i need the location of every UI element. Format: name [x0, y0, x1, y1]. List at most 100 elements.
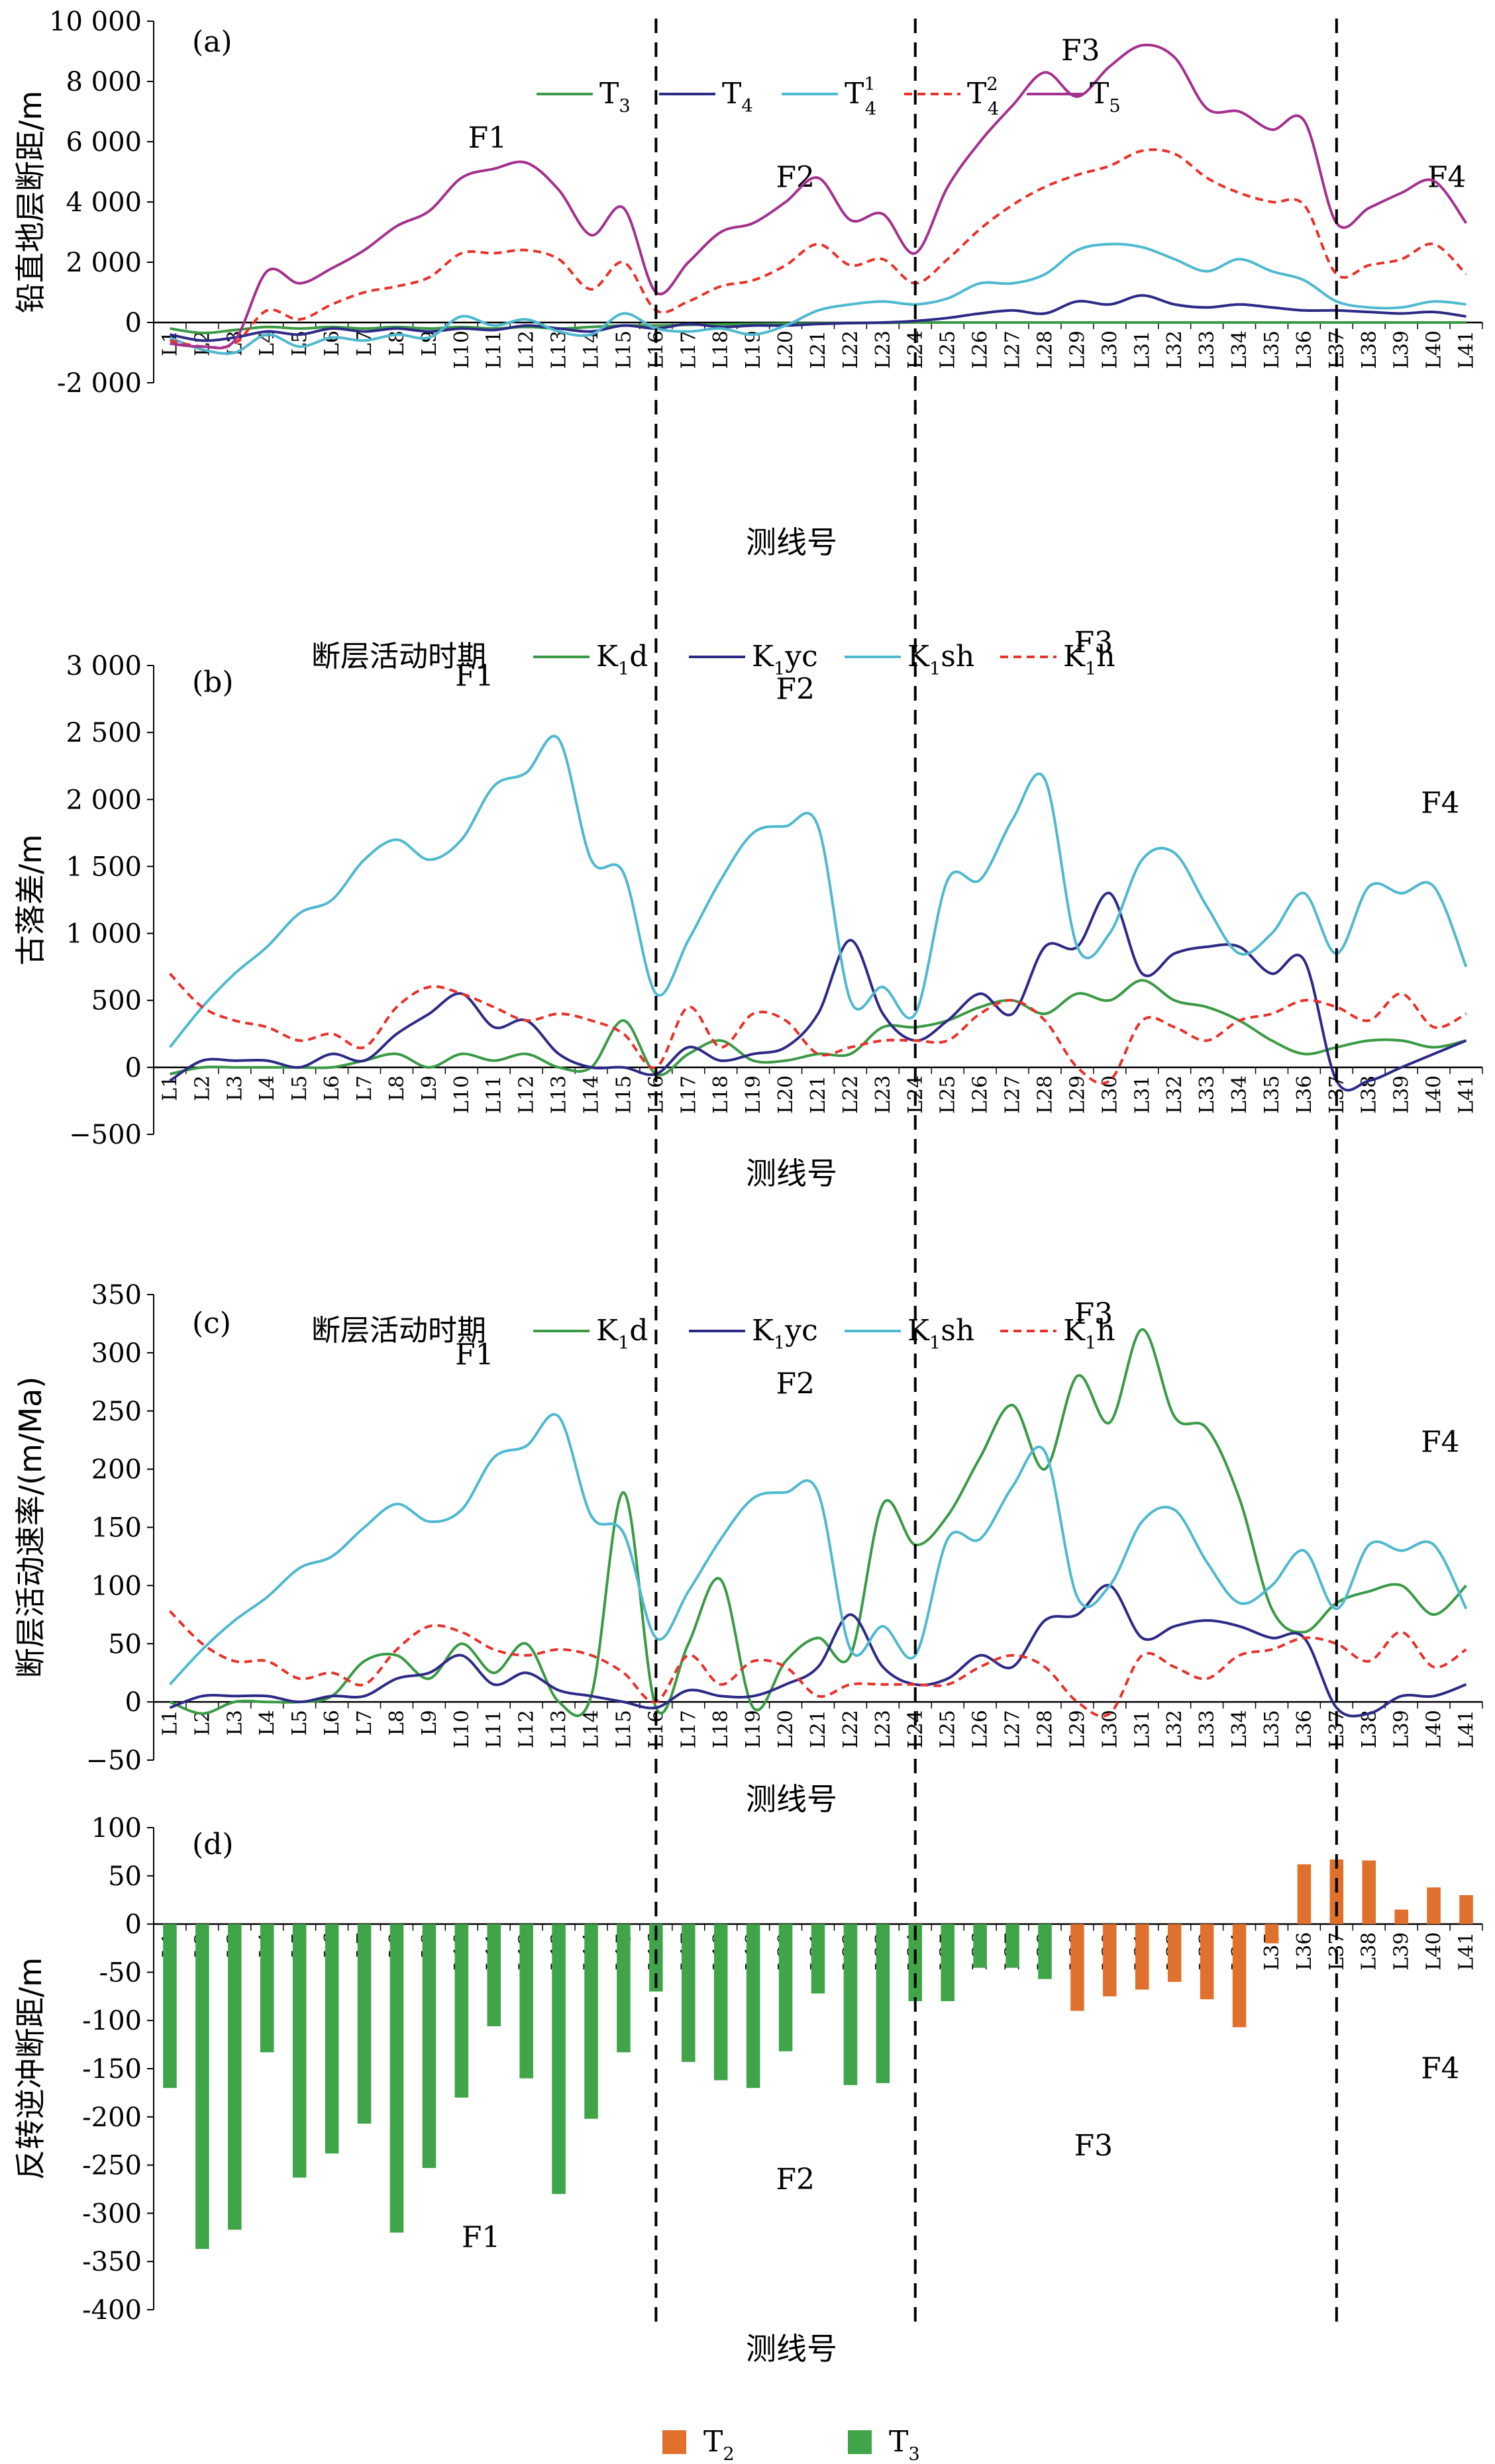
- x-tick-label: L5: [288, 1710, 311, 1736]
- legend-label-t3: T3: [889, 2425, 920, 2464]
- bar-t3-l25: [941, 1924, 954, 2002]
- x-tick-label: L31: [1131, 330, 1154, 369]
- x-tick-label: L33: [1196, 1075, 1219, 1114]
- x-tick-label: L30: [1098, 1075, 1121, 1114]
- y-tick-label: 150: [91, 1513, 142, 1544]
- fault-label-f3: F3: [1074, 1297, 1113, 1331]
- x-tick-label: L14: [580, 1075, 603, 1114]
- fault-label-f4: F4: [1421, 2052, 1460, 2086]
- y-tick-label: -350: [82, 2247, 142, 2277]
- x-tick-label: L12: [515, 1710, 539, 1748]
- y-tick-label: 3 000: [66, 651, 142, 681]
- y-tick-label: 250: [91, 1397, 142, 1427]
- y-tick-label: 1 000: [66, 919, 142, 950]
- bar-t3-l26: [973, 1924, 987, 1968]
- x-tick-label: L17: [677, 1075, 700, 1114]
- bar-t2-l33: [1200, 1924, 1214, 2000]
- x-tick-label: L11: [483, 330, 506, 369]
- x-axis-title: 测线号: [746, 1781, 837, 1817]
- y-tick-label: 2 500: [66, 718, 142, 748]
- legend-label-1: K1d: [596, 640, 648, 679]
- y-tick-label: -250: [82, 2151, 142, 2181]
- x-tick-label: L11: [483, 1075, 506, 1114]
- x-tick-label: L22: [839, 330, 862, 369]
- bar-t2-l30: [1103, 1924, 1117, 1996]
- x-tick-label: L36: [1293, 330, 1316, 369]
- fault-label-f2: F2: [776, 160, 815, 194]
- x-tick-label: L4: [256, 1710, 279, 1736]
- x-tick-label: L39: [1390, 1075, 1414, 1114]
- x-tick-label: L18: [709, 330, 733, 369]
- legend-swatch-t2: [662, 2430, 686, 2454]
- bar-t3-l22: [843, 1924, 858, 2085]
- x-tick-label: L26: [969, 1710, 992, 1748]
- y-tick-label: 100: [91, 1571, 142, 1601]
- bar-t2-l39: [1394, 1909, 1408, 1924]
- x-tick-label: L4: [256, 1075, 279, 1101]
- legend-label-3: K1sh: [907, 1314, 974, 1354]
- y-tick-label: -200: [82, 2102, 142, 2133]
- bar-t2-l29: [1070, 1924, 1084, 2011]
- y-axis-title: 反转逆冲断距/m: [13, 1957, 48, 2180]
- y-tick-label: -300: [82, 2198, 142, 2229]
- bar-t3-l20: [778, 1924, 793, 2051]
- legend-label-3: T1 4: [845, 74, 876, 119]
- fault-label-f1: F1: [468, 121, 507, 155]
- y-tick-label: -50: [99, 1957, 142, 1988]
- fault-label-f2: F2: [776, 2163, 815, 2196]
- bar-t2-l41: [1459, 1895, 1473, 1924]
- y-tick-label: −50: [86, 1746, 142, 1776]
- series-line-2: [170, 294, 1467, 342]
- panel-d-chart: 100500-50-100-150-200-250-300-350-400L1L…: [13, 1813, 1483, 2464]
- x-tick-label: L12: [515, 330, 539, 369]
- series-line-5: [170, 43, 1468, 350]
- fault-boundary-lines: [654, 19, 1338, 2328]
- x-tick-label: L31: [1131, 1710, 1154, 1748]
- bar-t3-l9: [422, 1924, 437, 2168]
- y-tick-label: 8 000: [66, 67, 142, 97]
- x-tick-label: L27: [1002, 1710, 1025, 1748]
- x-tick-label: L35: [1261, 1710, 1284, 1748]
- bar-t3-l23: [876, 1924, 890, 2083]
- x-tick-label: L21: [807, 1710, 830, 1748]
- series-line-3: [168, 734, 1468, 1048]
- x-tick-label: L31: [1131, 1075, 1154, 1114]
- legend-label-4: T2 4: [967, 74, 999, 119]
- x-tick-label: L20: [774, 330, 798, 369]
- x-tick-label: L9: [418, 1710, 441, 1736]
- fault-label-f1: F1: [455, 659, 494, 693]
- x-tick-label: L20: [774, 1075, 798, 1114]
- panel-tag: (d): [192, 1828, 234, 1861]
- y-tick-label: -400: [82, 2295, 142, 2326]
- fault-label-f2: F2: [776, 1367, 815, 1401]
- x-tick-label: L40: [1423, 330, 1446, 369]
- legend-title: 断层活动时期: [311, 640, 486, 673]
- series-line-3: [169, 1413, 1468, 1686]
- legend-swatch-t3: [848, 2430, 872, 2454]
- x-tick-label: L10: [450, 1075, 474, 1114]
- x-tick-label: L38: [1358, 1932, 1381, 1971]
- series-line-4: [169, 1610, 1467, 1718]
- x-tick-label: L10: [450, 330, 474, 369]
- x-tick-label: L3: [223, 1710, 246, 1736]
- x-tick-label: L5: [288, 1075, 311, 1101]
- x-tick-label: L19: [742, 1075, 765, 1114]
- x-tick-label: L8: [386, 1710, 409, 1736]
- x-tick-label: L26: [969, 1075, 992, 1114]
- series-line-4: [169, 972, 1467, 1085]
- x-tick-label: L12: [515, 1075, 539, 1114]
- bar-t3-l15: [617, 1924, 631, 2053]
- fault-label-f2: F2: [776, 673, 815, 707]
- x-tick-label: L13: [548, 1710, 571, 1748]
- legend-title: 断层活动时期: [311, 1314, 486, 1348]
- legend-label-4: K1h: [1063, 1314, 1115, 1354]
- fault-label-f4: F4: [1421, 787, 1460, 820]
- x-tick-label: L19: [742, 330, 765, 369]
- series-line-2: [169, 891, 1467, 1092]
- y-tick-label: 0: [125, 1687, 142, 1718]
- legend-label-t2: T2: [703, 2425, 735, 2464]
- legend-label-2: K1yc: [752, 1314, 818, 1354]
- y-tick-label: 6 000: [66, 127, 142, 158]
